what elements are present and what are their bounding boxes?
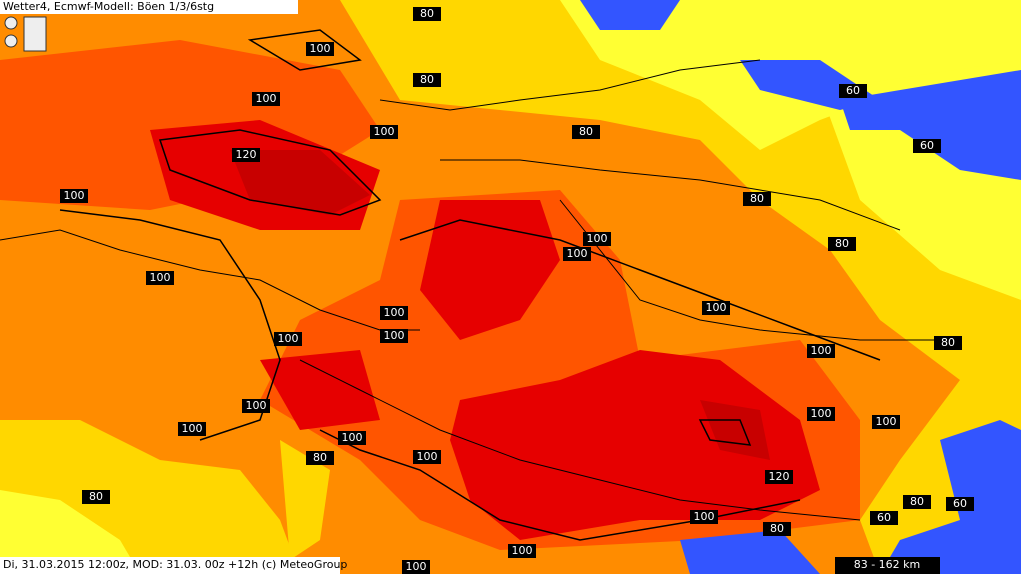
- contour-label: 80: [941, 336, 955, 349]
- label-box: [572, 125, 600, 139]
- label-box: [934, 336, 962, 350]
- label-box: [508, 544, 536, 558]
- contour-label: 100: [384, 329, 405, 342]
- label-box: [402, 560, 430, 574]
- contour-label: 80: [313, 451, 327, 464]
- contour-label: 100: [706, 301, 727, 314]
- label-box: [242, 399, 270, 413]
- label-box: [743, 192, 771, 206]
- contour-label: 100: [694, 510, 715, 523]
- header-bar: [0, 0, 298, 14]
- label-box: [82, 490, 110, 504]
- contour-label: 120: [769, 470, 790, 483]
- contour-label: 60: [953, 497, 967, 510]
- contour-label: 100: [246, 399, 267, 412]
- contour-label: 100: [342, 431, 363, 444]
- header-title: Wetter4, Ecmwf-Modell: Böen 1/3/6stg: [3, 0, 214, 13]
- contour-label: 80: [835, 237, 849, 250]
- label-box: [828, 237, 856, 251]
- label-box: [807, 407, 835, 421]
- footer-bar: [0, 557, 340, 574]
- contour-label: 100: [256, 92, 277, 105]
- contour-label: 100: [182, 422, 203, 435]
- contour-label: 80: [770, 522, 784, 535]
- contour-label: 100: [384, 306, 405, 319]
- label-box: [306, 451, 334, 465]
- zoom-out[interactable]: [4, 34, 18, 48]
- label-box: [413, 73, 441, 87]
- dark-red-field: [230, 150, 770, 460]
- label-box: [413, 450, 441, 464]
- label-box: [146, 271, 174, 285]
- contour-label: 100: [150, 271, 171, 284]
- label-box: [763, 522, 791, 536]
- label-box: [413, 7, 441, 21]
- label-box: [380, 329, 408, 343]
- label-box: [765, 470, 793, 484]
- label-box: [370, 125, 398, 139]
- contour-label: 60: [877, 511, 891, 524]
- contour-label: 80: [910, 495, 924, 508]
- contour-label: 80: [750, 192, 764, 205]
- label-box: [913, 139, 941, 153]
- label-box: [274, 332, 302, 346]
- label-box: [702, 301, 730, 315]
- label-box: [903, 495, 931, 509]
- zoom-controls[interactable]: [4, 16, 47, 52]
- label-box: [338, 431, 366, 445]
- contour-label: 100: [512, 544, 533, 557]
- coastlines: [0, 59, 960, 521]
- label-box: [178, 422, 206, 436]
- label-box: [946, 497, 974, 511]
- label-box: [563, 247, 591, 261]
- label-box: [690, 510, 718, 524]
- contour-label: 100: [374, 125, 395, 138]
- contour-label: 80: [420, 73, 434, 86]
- contour-label: 100: [567, 247, 588, 260]
- pan-control[interactable]: [23, 16, 47, 52]
- label-box: [583, 232, 611, 246]
- contour-label: 80: [579, 125, 593, 138]
- contour-label: 100: [64, 189, 85, 202]
- contour-label: 100: [278, 332, 299, 345]
- label-box: [839, 84, 867, 98]
- label-box: [60, 189, 88, 203]
- scale-box: [835, 557, 940, 574]
- contour-label: 120: [236, 148, 257, 161]
- footer-text: Di, 31.03.2015 12:00z, MOD: 31.03. 00z +…: [3, 558, 347, 571]
- scale-label: 83 - 162 km: [854, 558, 921, 571]
- contour-label: 100: [876, 415, 897, 428]
- label-box: [807, 344, 835, 358]
- label-box: [306, 42, 334, 56]
- contour-label: 60: [846, 84, 860, 97]
- contour-label: 100: [310, 42, 331, 55]
- label-box: [870, 511, 898, 525]
- blue-field: [580, 0, 1021, 574]
- contour-label: 100: [417, 450, 438, 463]
- contour-label: 80: [420, 7, 434, 20]
- label-box: [232, 148, 260, 162]
- zoom-in[interactable]: [4, 16, 18, 30]
- contour-label: 80: [89, 490, 103, 503]
- contour-label: 60: [920, 139, 934, 152]
- label-box: [872, 415, 900, 429]
- label-box: [380, 306, 408, 320]
- contour-label: 100: [811, 344, 832, 357]
- contour-label: 100: [406, 560, 427, 573]
- contour-label: 100: [587, 232, 608, 245]
- label-box: [252, 92, 280, 106]
- contour-label: 100: [811, 407, 832, 420]
- contour-labels: 80 100 100 80 100 80 60 60 120 100 80 100 100 80 100 10…: [60, 7, 974, 574]
